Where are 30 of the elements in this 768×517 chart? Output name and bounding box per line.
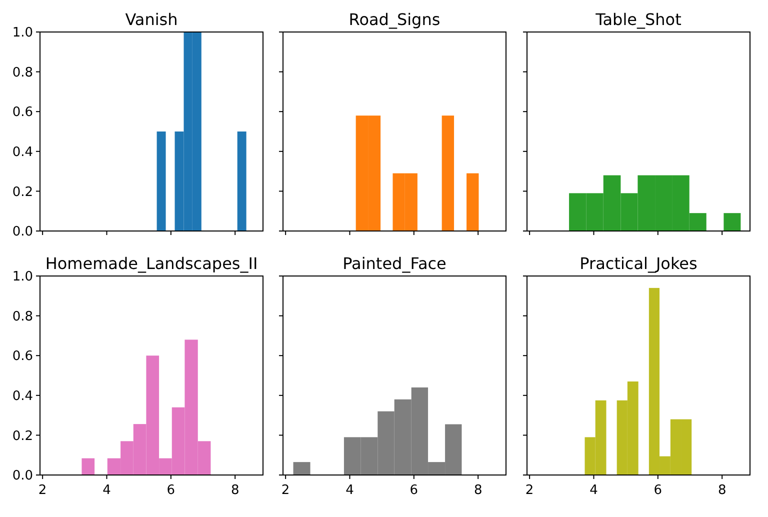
y-tick-label: 1.0: [12, 26, 33, 41]
x-tick-label: 6: [410, 483, 418, 498]
y-tick-label: 0.0: [12, 468, 33, 484]
y-tick-label: 1.0: [12, 270, 33, 285]
y-tick-label: 0.4: [12, 388, 33, 404]
x-tick-label: 4: [590, 483, 598, 498]
chart-title: Painted_Face: [342, 254, 446, 273]
chart-title: Road_Signs: [348, 10, 440, 29]
x-tick-label: 2: [281, 483, 290, 498]
x-tick-label: 4: [346, 483, 354, 498]
chart-title: Table_Shot: [594, 10, 682, 29]
x-tick-label: 2: [38, 483, 47, 498]
y-tick-label: 0.2: [12, 428, 33, 444]
y-tick-label: 0.0: [12, 224, 33, 240]
x-tick-label: 4: [102, 483, 111, 498]
y-tick-label: 0.8: [12, 65, 33, 80]
y-tick-label: 0.2: [12, 184, 33, 200]
x-tick-label: 2: [525, 483, 534, 498]
chart-title: Vanish: [125, 10, 178, 29]
chart-title: Practical_Jokes: [580, 254, 698, 273]
y-tick-label: 0.6: [12, 349, 33, 364]
y-tick-label: 0.6: [12, 105, 33, 120]
x-tick-label: 8: [718, 483, 726, 498]
chart-title: Homemade_Landscapes_II: [45, 254, 258, 273]
y-tick-label: 0.8: [12, 309, 33, 324]
y-tick-label: 0.4: [12, 144, 33, 160]
x-tick-label: 8: [474, 483, 482, 498]
x-tick-label: 8: [230, 483, 240, 498]
x-tick-label: 6: [166, 483, 176, 498]
x-tick-label: 6: [654, 483, 662, 498]
